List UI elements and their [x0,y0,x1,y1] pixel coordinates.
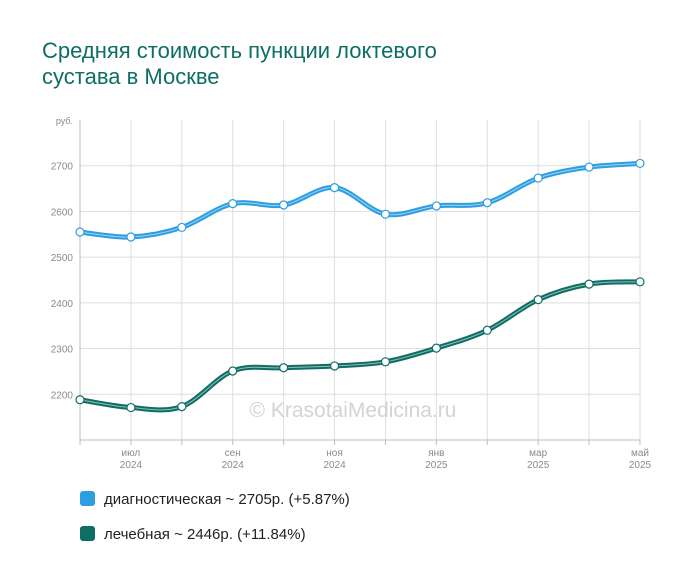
x-tick-month: май [631,448,649,459]
data-point-therapeutic [75,395,85,405]
series-line-therapeutic [77,279,643,413]
data-point-diagnostic [126,232,136,242]
data-point-diagnostic [533,173,543,183]
x-tick-month: ноя [326,448,343,459]
data-point-diagnostic [482,198,492,208]
series-points [75,158,645,413]
legend-swatch-diagnostic [80,491,95,506]
y-axis-unit-label: руб. [56,116,73,126]
data-point-diagnostic [584,162,594,172]
chart-title-line-2: сустава в Москве [42,64,220,89]
data-point-therapeutic [126,402,136,413]
legend-label-diagnostic: диагностическая ~ 2705р. (+5.87%) [104,491,350,508]
legend-item-therapeutic[interactable]: лечебная ~ 2446р. (+11.84%) [80,526,306,543]
data-point-diagnostic [279,200,289,210]
legend-swatch-therapeutic [80,526,95,541]
data-point-diagnostic [431,201,441,211]
data-point-diagnostic [329,183,340,193]
legend-label-therapeutic: лечебная ~ 2446р. (+11.84%) [104,526,306,543]
data-point-therapeutic [584,279,594,289]
data-point-therapeutic [380,357,391,367]
data-point-diagnostic [75,227,85,237]
data-point-diagnostic [228,199,238,209]
watermark: © KrasotaiMedicina.ru [250,399,457,422]
y-tick-label: 2500 [51,253,74,264]
y-tick-label: 2200 [51,390,74,401]
x-tick-year: 2025 [527,460,550,471]
x-tick-year: 2025 [629,460,652,471]
x-tick-month: сен [225,448,241,459]
y-tick-label: 2600 [51,207,74,218]
x-tick-year: 2025 [425,460,448,471]
data-point-diagnostic [177,222,187,233]
x-tick-month: мар [529,448,547,459]
data-point-therapeutic [482,325,492,335]
data-point-therapeutic [279,363,289,373]
x-tick-year: 2024 [323,460,346,471]
x-tick-year: 2024 [222,460,245,471]
chart-title: Средняя стоимость пункции локтевого суст… [42,38,562,90]
data-point-therapeutic [329,361,340,371]
data-point-therapeutic [533,295,543,305]
data-point-therapeutic [177,402,187,412]
data-point-therapeutic [431,343,441,353]
data-point-diagnostic [380,209,391,219]
x-tick-month: янв [428,448,444,459]
data-point-diagnostic [635,158,645,169]
legend-item-diagnostic[interactable]: диагностическая ~ 2705р. (+5.87%) [80,491,350,508]
series-line-highlight-therapeutic [79,281,641,411]
y-tick-label: 2300 [51,345,74,356]
chart-title-line-1: Средняя стоимость пункции локтевого [42,38,437,63]
series-lines [77,160,643,413]
y-tick-label: 2400 [51,299,74,310]
data-point-therapeutic [635,277,645,287]
x-tick-month: июл [122,448,141,459]
data-point-therapeutic [228,366,238,376]
y-tick-label: 2700 [51,162,74,173]
x-tick-year: 2024 [120,460,143,471]
